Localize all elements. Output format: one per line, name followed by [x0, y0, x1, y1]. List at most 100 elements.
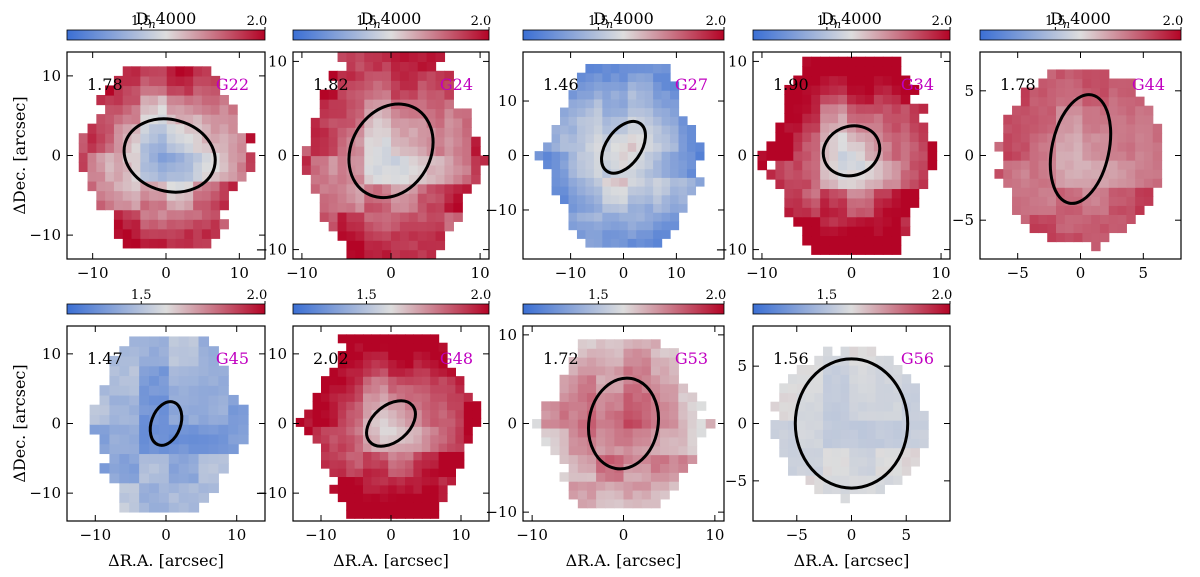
y-tick-label: 0 — [737, 147, 747, 165]
x-tick-label: −5 — [1007, 264, 1029, 282]
x-tick-label: 0 — [161, 264, 171, 282]
x-tick-label: 10 — [230, 264, 249, 282]
effective-radius-ellipse — [122, 117, 217, 194]
panel-g48: 1.5 2.0 −10 0 10 −10 0 10 2.02 G48 ΔR.A. [arcsec] — [255, 288, 491, 570]
galaxy-id-label: G48 — [440, 349, 473, 368]
colorbar-tick-label: 2.0 — [932, 288, 953, 303]
colorbar-title: Dn4000 — [593, 9, 654, 31]
map-cells — [89, 336, 249, 513]
colorbar-tick-label: 1.5 — [588, 288, 609, 303]
colorbar-tick-label: 1.5 — [588, 14, 609, 29]
galaxy-id-label: G56 — [901, 349, 934, 368]
y-tick-label: −10 — [485, 201, 517, 219]
x-tick-label: 0 — [161, 526, 171, 544]
x-tick-label: 0 — [619, 264, 629, 282]
effective-radius-ellipse — [148, 400, 184, 447]
galaxy-id-label: G53 — [675, 349, 708, 368]
colorbar — [67, 304, 265, 314]
effective-radius-ellipse — [793, 357, 910, 490]
mean-value-label: 1.78 — [1000, 75, 1036, 94]
y-tick-label: 0 — [51, 147, 61, 165]
colorbar-tick-label: 2.0 — [1163, 14, 1184, 29]
x-tick-label: 10 — [705, 526, 724, 544]
y-tick-label: 10 — [498, 326, 517, 344]
y-tick-label: 5 — [964, 82, 974, 100]
colorbar-tick-label: 1.5 — [356, 14, 377, 29]
mean-value-label: 2.02 — [313, 349, 349, 368]
map-cells — [757, 56, 938, 255]
panel-g53: 1.5 2.0 −10 0 10 −10 0 10 1.72 G53 ΔR.A. [arcsec] — [485, 288, 726, 570]
x-tick-label: −10 — [555, 264, 587, 282]
y-tick-label: 0 — [737, 415, 747, 433]
mean-value-label: 1.47 — [87, 349, 123, 368]
colorbar — [293, 30, 489, 40]
x-tick-label: 0 — [619, 526, 629, 544]
x-tick-label: −10 — [77, 264, 109, 282]
y-tick-label: −10 — [29, 226, 61, 244]
colorbar-tick-label: 2.0 — [932, 14, 953, 29]
colorbar — [980, 30, 1181, 40]
galaxy-id-label: G34 — [901, 75, 934, 94]
x-tick-label: 10 — [451, 526, 470, 544]
effective-radius-ellipse — [587, 376, 660, 471]
effective-radius-ellipse — [365, 399, 417, 448]
y-tick-label: 5 — [737, 357, 747, 375]
x-tick-label: 0 — [847, 264, 857, 282]
y-tick-label: −10 — [255, 241, 287, 259]
x-tick-label: 0 — [1076, 264, 1086, 282]
colorbar-tick-label: 2.0 — [247, 14, 268, 29]
mean-value-label: 1.82 — [313, 75, 349, 94]
colorbar-tick-label: 2.0 — [471, 288, 492, 303]
map-cells — [295, 334, 482, 519]
y-tick-label: −5 — [952, 211, 974, 229]
y-tick-label: −10 — [715, 241, 747, 259]
panel-g56: 1.5 2.0 −5 0 5 −5 0 5 1.56 G56 ΔR.A. [arcsec] — [725, 288, 952, 570]
x-tick-label: 0 — [847, 526, 857, 544]
x-tick-label: 10 — [667, 264, 686, 282]
y-tick-label: 10 — [42, 67, 61, 85]
colorbar — [523, 304, 724, 314]
colorbar-tick-label: 1.5 — [817, 14, 838, 29]
galaxy-id-label: G44 — [1132, 75, 1165, 94]
y-tick-label: 10 — [42, 345, 61, 363]
y-tick-label: 0 — [51, 415, 61, 433]
mean-value-label: 1.72 — [543, 349, 579, 368]
y-tick-label: 10 — [498, 92, 517, 110]
map-cells — [301, 52, 489, 259]
y-tick-label: 0 — [277, 147, 287, 165]
y-tick-label: 0 — [507, 147, 517, 165]
y-tick-label: 0 — [507, 415, 517, 433]
x-tick-label: 0 — [386, 264, 396, 282]
colorbar-tick-label: 2.0 — [247, 288, 268, 303]
x-tick-label: 10 — [471, 264, 490, 282]
colorbar-tick-label: 1.5 — [817, 288, 838, 303]
colorbar-tick-label: 1.5 — [356, 288, 377, 303]
x-axis-label: ΔR.A. [arcsec] — [333, 551, 449, 570]
x-axis-label: ΔR.A. [arcsec] — [566, 551, 682, 570]
x-tick-label: −10 — [746, 264, 778, 282]
x-tick-label: −5 — [786, 526, 808, 544]
y-axis-label: ΔDec. [arcsec] — [10, 96, 29, 214]
effective-radius-ellipse — [821, 124, 882, 178]
x-tick-label: 10 — [227, 526, 246, 544]
x-tick-label: −10 — [516, 526, 548, 544]
map-cells — [994, 69, 1163, 252]
colorbar-tick-label: 2.0 — [706, 14, 727, 29]
colorbar — [67, 30, 265, 40]
colorbar-tick-label: 1.5 — [1045, 14, 1066, 29]
y-tick-label: 10 — [268, 52, 287, 70]
x-tick-label: 5 — [1139, 264, 1149, 282]
mean-value-label: 1.90 — [773, 75, 809, 94]
y-tick-label: −10 — [485, 503, 517, 521]
colorbar — [523, 30, 724, 40]
effective-radius-ellipse — [1048, 93, 1113, 205]
x-axis-label: ΔR.A. [arcsec] — [108, 551, 224, 570]
colorbar — [293, 304, 489, 314]
mean-value-label: 1.46 — [543, 75, 579, 94]
x-tick-label: 5 — [901, 526, 911, 544]
effective-radius-ellipse — [347, 102, 435, 200]
